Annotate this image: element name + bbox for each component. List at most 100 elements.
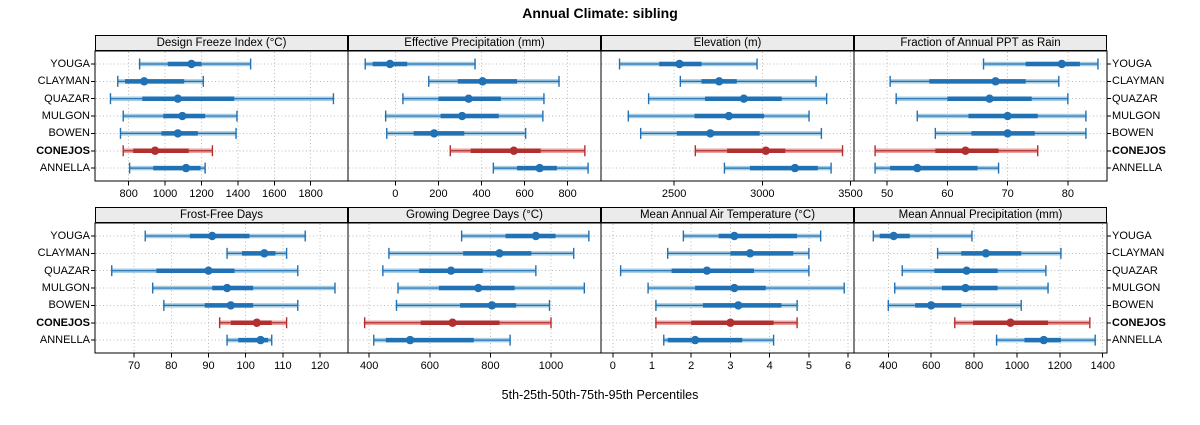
median-dot (173, 129, 183, 138)
median-dot (1006, 318, 1015, 327)
series-row-clayman (226, 247, 288, 259)
series-row-annella (874, 162, 1000, 174)
site-label-left-quazar: QUAZAR (44, 92, 90, 105)
panel: 70 80 90 100 110 120 (91, 222, 349, 372)
median-dot (702, 266, 712, 275)
median-dot (139, 77, 149, 86)
series-row-clayman (428, 75, 560, 87)
tick-label: 100 (237, 360, 255, 372)
median-dot (385, 59, 395, 69)
series-row-youga (364, 58, 476, 70)
median-dot (252, 318, 262, 327)
site-label-left-annella: ANNELLA (39, 162, 90, 175)
series-row-annella (128, 162, 206, 174)
median-dot (429, 129, 439, 138)
site-label-right-youga: YOUGA (1112, 230, 1152, 242)
series-row-clayman (117, 75, 204, 87)
panel-header-growing-degree-days: Growing Degree Days (°C) (348, 207, 601, 223)
median-dot (739, 94, 749, 103)
series-row-quazar (901, 265, 1047, 277)
median-dot (487, 301, 497, 310)
panel-border (853, 50, 1108, 182)
median-dot (474, 283, 483, 293)
tick-label: 1200 (189, 188, 213, 200)
median-dot (207, 231, 217, 241)
median-dot (204, 266, 213, 275)
tick-label: 1800 (298, 188, 322, 200)
series-row-conejos (449, 145, 586, 157)
series-row-quazar (895, 93, 1069, 105)
median-dot (745, 249, 755, 258)
median-dot (181, 163, 191, 173)
site-label-left-mulgon: MULGON (41, 282, 90, 295)
median-dot (260, 249, 269, 258)
tick-label: 600 (515, 188, 533, 200)
tick-label: 1000 (153, 188, 177, 200)
tick-label: 400 (879, 360, 897, 372)
site-label-right-conejos: CONEJOS (1112, 316, 1166, 329)
median-dot (726, 318, 735, 327)
site-label-right-youga: YOUGA (1112, 58, 1152, 70)
site-label-right-conejos: CONEJOS (1112, 144, 1166, 157)
tick-label: 1000 (539, 360, 563, 372)
tick-label: 80 (1062, 188, 1074, 200)
tick-label: 800 (965, 360, 983, 372)
median-dot (256, 335, 265, 345)
median-dot (991, 77, 1000, 86)
tick-label: 70 (1001, 188, 1013, 200)
series-row-conejos (694, 145, 844, 157)
site-label-right-bowen: BOWEN (1112, 127, 1154, 140)
median-dot (457, 111, 467, 121)
series-row-clayman (889, 75, 1060, 87)
tick-label: 90 (202, 360, 214, 372)
tick-label: 50 (881, 188, 893, 200)
series-row-clayman (936, 247, 1062, 259)
series-row-bowen (386, 127, 527, 139)
series-row-youga (872, 230, 973, 242)
series-row-mulgon (916, 110, 1087, 122)
tick-label: 80 (165, 360, 177, 372)
tick-label: 400 (472, 188, 490, 200)
series-row-mulgon (151, 282, 336, 294)
median-dot (706, 129, 715, 138)
site-label-left-conejos: CONEJOS (36, 144, 90, 157)
median-dot (981, 249, 991, 258)
series-row-conejos (122, 145, 214, 157)
tick-label: 1400 (1090, 360, 1114, 372)
panel: 2500 3000 3500 (600, 50, 863, 200)
tick-label: 1600 (262, 188, 286, 200)
panel-header-elevation: Elevation (m) (601, 35, 854, 51)
site-label-left-clayman: CLAYMAN (37, 247, 90, 260)
site-label-left-annella: ANNELLA (39, 334, 90, 347)
series-row-mulgon (894, 282, 1049, 294)
median-dot (790, 163, 800, 173)
median-dot (690, 335, 700, 345)
median-dot (222, 283, 232, 293)
tick-label: 3 (727, 360, 733, 372)
median-dot (173, 94, 183, 103)
median-dot (1003, 111, 1012, 121)
median-dot (985, 94, 994, 103)
median-dot (913, 163, 922, 173)
median-dot (961, 146, 970, 155)
site-label-left-quazar: QUAZAR (44, 264, 90, 277)
tick-label: 0 (392, 188, 398, 200)
tick-label: 600 (421, 360, 439, 372)
series-row-quazar (402, 93, 545, 105)
site-label-right-annella: ANNELLA (1112, 162, 1163, 175)
series-row-bowen (887, 299, 1022, 311)
site-label-left-clayman: CLAYMAN (37, 75, 90, 88)
panel: 400 600 800 1000 (347, 222, 602, 372)
site-label-right-annella: ANNELLA (1112, 334, 1163, 347)
tick-label: 1400 (226, 188, 250, 200)
tick-label: 400 (360, 360, 378, 372)
series-row-quazar (109, 93, 335, 105)
series-row-youga (618, 58, 758, 70)
median-dot (724, 111, 734, 121)
series-row-annella (663, 334, 775, 346)
site-label-left-bowen: BOWEN (48, 299, 90, 312)
median-dot (509, 146, 518, 155)
tick-label: 6 (845, 360, 851, 372)
median-dot (675, 59, 684, 69)
